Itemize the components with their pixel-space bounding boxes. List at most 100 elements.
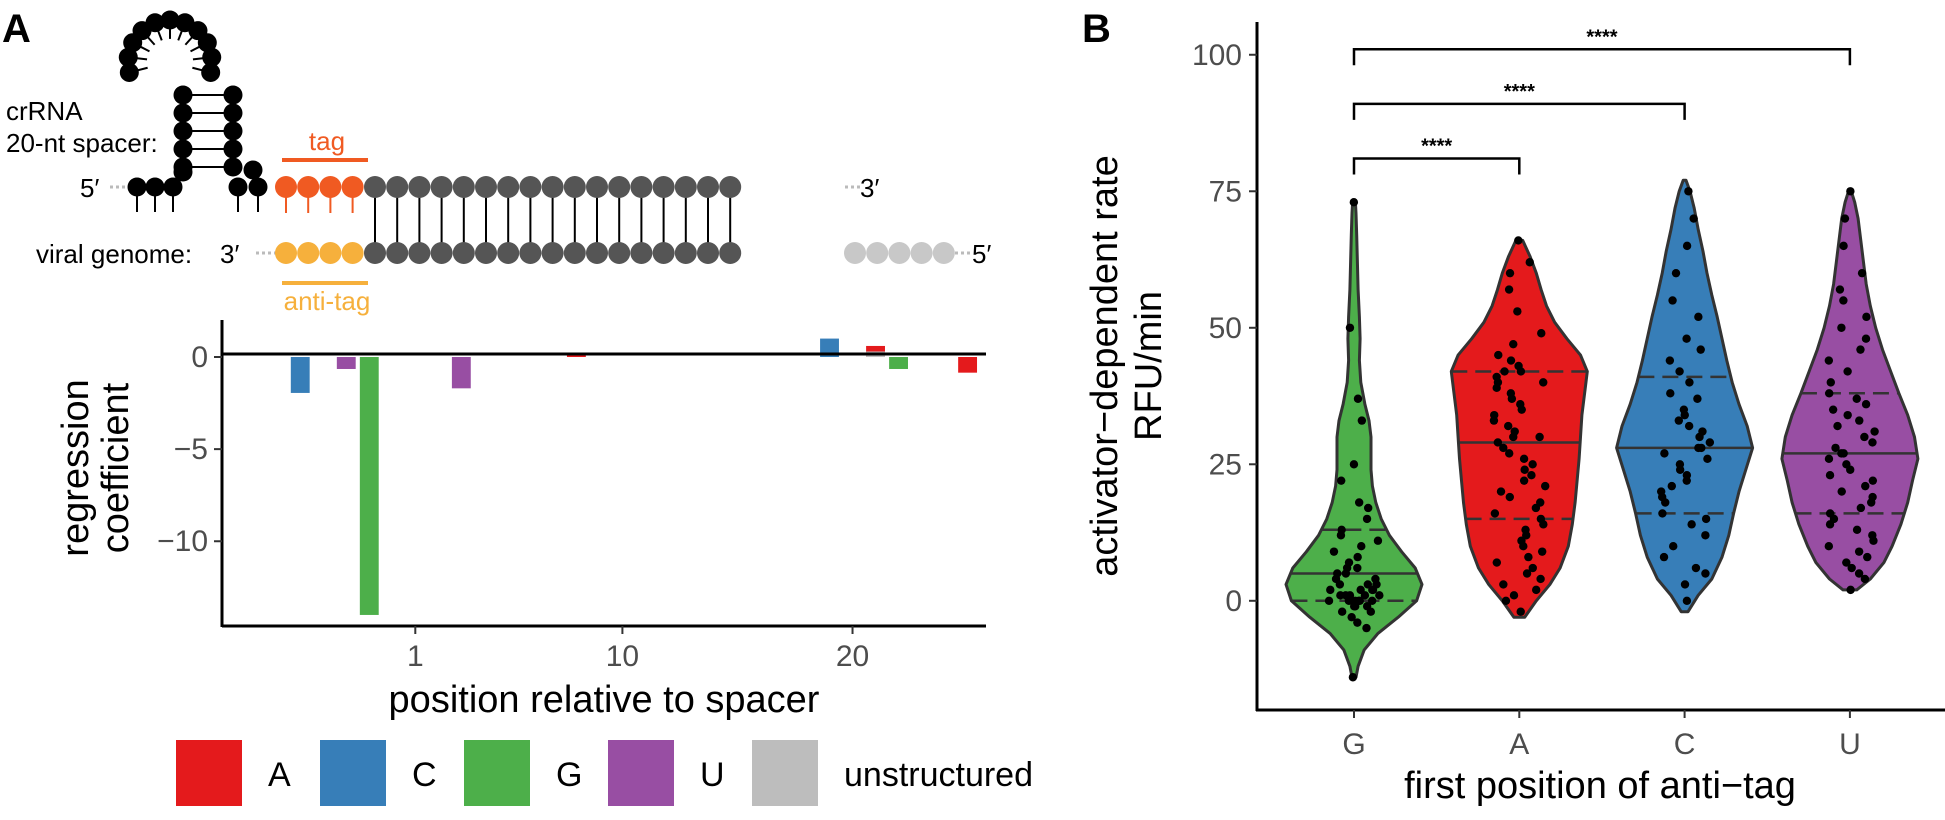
violin-y-axis-title-line2: RFU/min <box>1128 291 1170 441</box>
data-point-C <box>1693 394 1702 403</box>
data-point-A <box>1519 476 1529 485</box>
data-point-C <box>1684 421 1694 431</box>
data-point-C <box>1705 438 1715 447</box>
legend-key-A <box>176 740 242 806</box>
data-point-G <box>1349 197 1359 207</box>
data-point-A <box>1504 421 1513 431</box>
bar-x-tick-label: 20 <box>836 640 869 673</box>
anti-tag-label: anti-tag <box>284 286 371 316</box>
data-point-G <box>1344 558 1354 567</box>
bar-G <box>359 357 379 615</box>
data-point-C <box>1668 296 1677 305</box>
data-point-C <box>1682 471 1692 480</box>
data-point-G <box>1345 591 1355 600</box>
data-point-A <box>1509 339 1518 349</box>
data-point-A <box>1490 410 1499 420</box>
crrna-three-prime-label: 3′ <box>860 173 879 203</box>
spacer-nucleotide <box>386 176 409 198</box>
viral-nucleotide <box>452 242 475 264</box>
data-point-U <box>1868 492 1877 502</box>
viral-nucleotide <box>586 242 608 264</box>
viral-genome-label: viral genome: <box>36 239 192 269</box>
violin-x-tick-label: G <box>1342 728 1365 761</box>
data-point-C <box>1675 367 1684 376</box>
bar-A <box>866 345 885 358</box>
data-point-C <box>1680 580 1690 589</box>
spacer-nucleotide <box>586 176 608 198</box>
data-point-U <box>1856 345 1865 354</box>
data-point-A <box>1539 378 1548 387</box>
data-point-U <box>1839 241 1848 251</box>
data-point-C <box>1658 509 1667 518</box>
data-point-G <box>1345 323 1355 332</box>
data-point-G <box>1337 476 1346 485</box>
data-point-G <box>1329 547 1339 556</box>
crrna-label: crRNA <box>6 96 83 126</box>
bar-y-tick-label: 0 <box>191 341 208 374</box>
data-point-A <box>1506 389 1516 398</box>
crrna-nucleotide <box>197 33 217 53</box>
data-point-C <box>1665 356 1675 365</box>
bar-x-axis-title: position relative to spacer <box>389 679 820 721</box>
legend-label-C: C <box>412 756 437 794</box>
data-point-U <box>1868 438 1877 447</box>
data-point-C <box>1682 596 1692 605</box>
data-point-U <box>1831 443 1840 453</box>
tag-nucleotide <box>341 176 364 198</box>
crrna-five-prime-label: 5′ <box>80 173 99 203</box>
data-point-C <box>1669 541 1678 551</box>
spacer-label: 20-nt spacer: <box>6 128 158 158</box>
data-point-G <box>1349 460 1359 469</box>
data-point-U <box>1824 541 1834 551</box>
data-point-C <box>1666 389 1675 398</box>
legend-key-U <box>608 740 674 806</box>
data-point-C <box>1694 443 1703 453</box>
data-point-A <box>1524 552 1533 562</box>
violin-y-tick-label: 25 <box>1209 448 1242 481</box>
violin-y-ticks: 0 25 50 75 100 <box>1192 39 1257 618</box>
crrna-nucleotide <box>118 47 138 67</box>
data-point-G <box>1363 503 1373 513</box>
data-point-A <box>1537 547 1547 556</box>
data-point-A <box>1536 498 1545 507</box>
legend-label-G: G <box>556 756 582 794</box>
data-point-C <box>1660 449 1669 458</box>
bar-x-ticks: 1 10 20 <box>407 626 869 673</box>
crrna-nucleotide <box>127 177 147 197</box>
data-point-G <box>1337 607 1347 616</box>
violin-x-tick-label: C <box>1674 728 1696 761</box>
viral-unpaired-nucleotide <box>866 242 889 264</box>
viral-unpaired-nucleotide <box>932 242 955 264</box>
viral-unpaired-nucleotide <box>910 242 933 264</box>
viral-unpaired-nucleotide <box>844 242 866 264</box>
legend-key-C <box>320 740 386 806</box>
violin-y-tick-label: 0 <box>1225 585 1242 618</box>
data-point-A <box>1505 492 1515 502</box>
data-point-U <box>1868 476 1878 485</box>
crrna-nucleotide <box>160 10 180 30</box>
crrna-nucleotide <box>119 62 139 82</box>
crrna-hairpin <box>110 10 970 264</box>
data-point-U <box>1824 454 1834 464</box>
data-point-U <box>1825 389 1834 398</box>
crrna-nucleotide <box>173 103 193 123</box>
data-point-G <box>1373 536 1383 545</box>
data-point-U <box>1863 552 1872 562</box>
violin-x-tick-label: U <box>1839 728 1861 761</box>
crrna-nucleotide <box>223 139 243 159</box>
data-point-A <box>1504 285 1514 294</box>
data-point-U <box>1868 531 1877 540</box>
data-point-G <box>1371 574 1380 584</box>
data-point-A <box>1522 569 1532 578</box>
data-point-A <box>1510 427 1519 436</box>
viral-three-prime-label: 3′ <box>220 239 239 269</box>
data-point-C <box>1698 427 1707 436</box>
viral-nucleotide <box>652 242 675 264</box>
data-point-A <box>1521 525 1530 535</box>
data-point-G <box>1333 569 1342 578</box>
spacer-nucleotide <box>697 176 719 198</box>
data-point-A <box>1525 258 1534 267</box>
tag-nucleotide <box>319 176 342 198</box>
viral-nucleotide <box>430 242 453 264</box>
data-point-A <box>1492 558 1502 567</box>
